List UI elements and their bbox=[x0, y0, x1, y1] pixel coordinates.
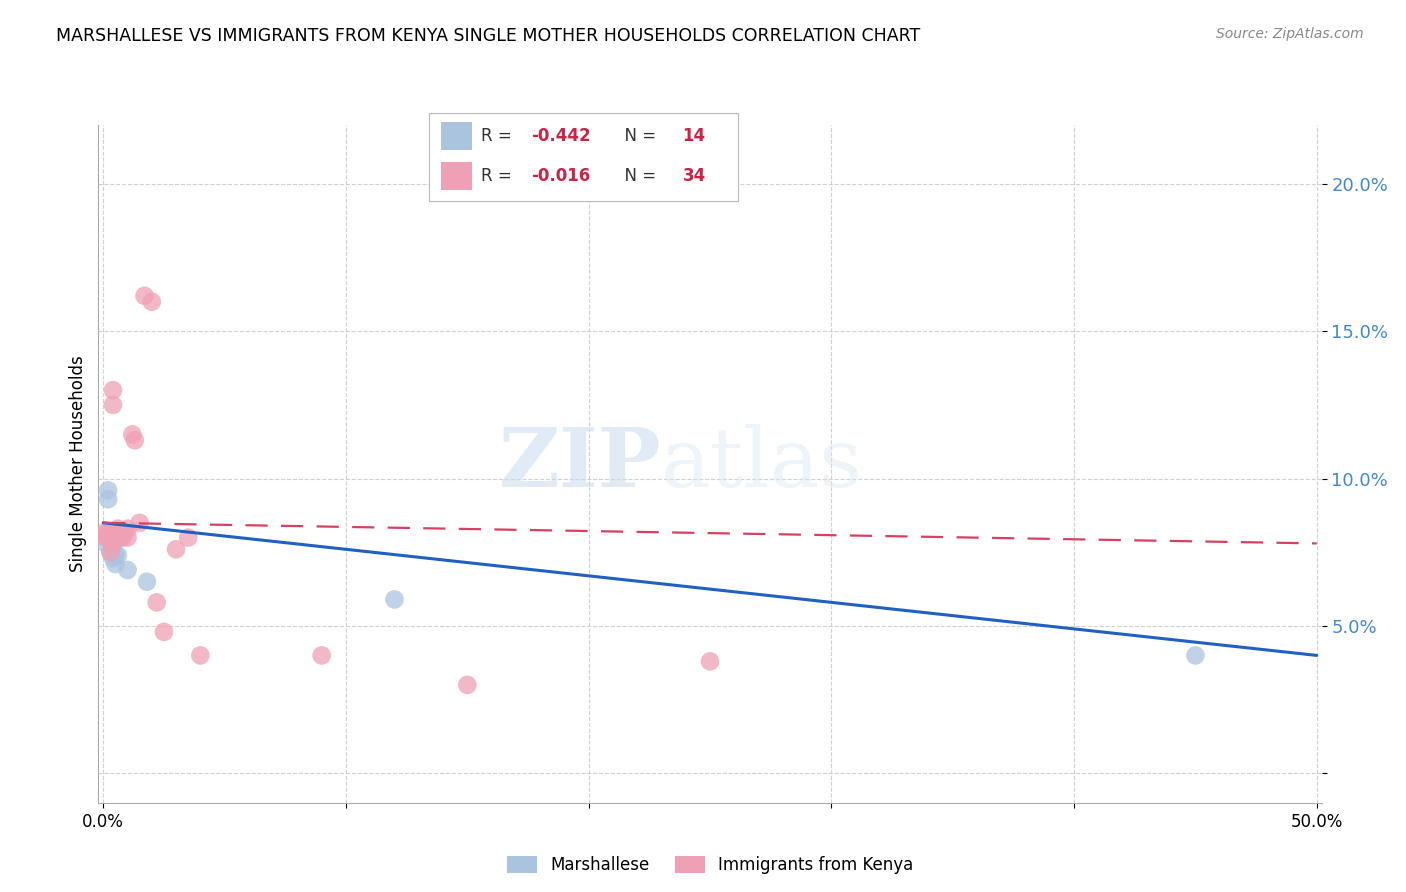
Point bbox=[97, 492, 120, 507]
Point bbox=[104, 531, 127, 545]
Point bbox=[100, 531, 122, 545]
Point bbox=[110, 531, 132, 545]
Point bbox=[97, 483, 120, 498]
Legend: Marshallese, Immigrants from Kenya: Marshallese, Immigrants from Kenya bbox=[499, 847, 921, 882]
Point bbox=[110, 524, 132, 539]
Point bbox=[145, 595, 167, 609]
Point bbox=[101, 536, 124, 550]
Text: ZIP: ZIP bbox=[499, 424, 661, 504]
Point bbox=[104, 548, 127, 562]
Text: R =: R = bbox=[481, 127, 517, 145]
Text: N =: N = bbox=[614, 167, 662, 186]
Point bbox=[165, 542, 187, 557]
Point bbox=[107, 531, 129, 545]
Point bbox=[1184, 648, 1206, 663]
Text: R =: R = bbox=[481, 167, 517, 186]
Text: MARSHALLESE VS IMMIGRANTS FROM KENYA SINGLE MOTHER HOUSEHOLDS CORRELATION CHART: MARSHALLESE VS IMMIGRANTS FROM KENYA SIN… bbox=[56, 27, 921, 45]
Point bbox=[104, 524, 127, 539]
Point bbox=[117, 522, 139, 536]
Point bbox=[94, 524, 117, 539]
Point bbox=[117, 563, 139, 577]
Point bbox=[124, 434, 146, 448]
Point bbox=[177, 531, 200, 545]
Point bbox=[141, 294, 163, 309]
Text: -0.442: -0.442 bbox=[531, 127, 591, 145]
Point bbox=[134, 289, 156, 303]
Text: 14: 14 bbox=[682, 127, 706, 145]
Text: atlas: atlas bbox=[661, 424, 863, 504]
Point bbox=[136, 574, 159, 589]
Text: Source: ZipAtlas.com: Source: ZipAtlas.com bbox=[1216, 27, 1364, 41]
Point bbox=[100, 524, 122, 539]
Text: 34: 34 bbox=[682, 167, 706, 186]
Point bbox=[94, 536, 117, 550]
Point bbox=[100, 545, 122, 559]
Point bbox=[114, 524, 136, 539]
Point bbox=[100, 545, 122, 559]
Point bbox=[97, 531, 120, 545]
Point bbox=[153, 624, 176, 639]
Point bbox=[104, 557, 127, 571]
Point bbox=[311, 648, 333, 663]
Point bbox=[101, 383, 124, 397]
Point bbox=[188, 648, 212, 663]
Point bbox=[384, 592, 406, 607]
Point bbox=[97, 524, 120, 539]
Point bbox=[101, 551, 124, 566]
Point bbox=[107, 522, 129, 536]
Point bbox=[121, 427, 143, 442]
Bar bbox=[441, 162, 472, 190]
Point bbox=[100, 524, 122, 539]
Bar bbox=[441, 122, 472, 150]
Text: -0.016: -0.016 bbox=[531, 167, 591, 186]
Point bbox=[101, 398, 124, 412]
Point bbox=[117, 531, 139, 545]
Point bbox=[101, 536, 124, 550]
Point bbox=[699, 654, 721, 668]
Y-axis label: Single Mother Households: Single Mother Households bbox=[69, 356, 87, 572]
Point bbox=[104, 524, 127, 539]
Point bbox=[94, 531, 117, 545]
Point bbox=[128, 516, 150, 530]
Point bbox=[111, 531, 134, 545]
Point bbox=[107, 548, 129, 562]
Point bbox=[456, 678, 478, 692]
Text: N =: N = bbox=[614, 127, 662, 145]
